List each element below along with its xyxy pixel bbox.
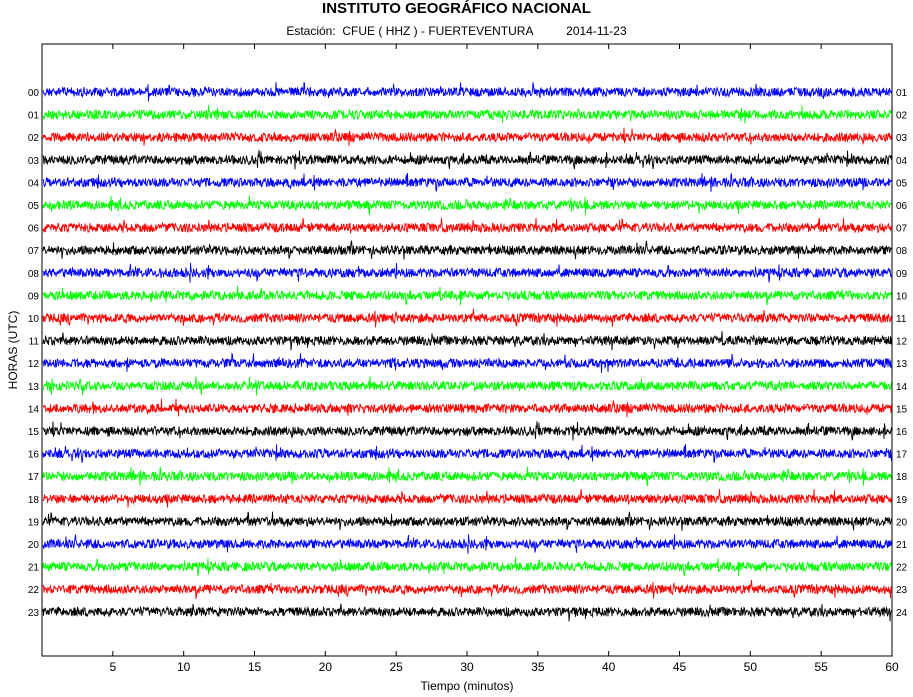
x-axis-label: Tiempo (minutos) — [421, 679, 514, 693]
hour-label-right: 03 — [896, 133, 908, 144]
x-tick-label: 25 — [389, 660, 403, 674]
hour-label-left: 18 — [28, 495, 40, 506]
hour-label-left: 04 — [28, 178, 40, 189]
hour-label-left: 10 — [28, 314, 40, 325]
trace-hour-16 — [42, 444, 892, 463]
x-tick-label: 35 — [531, 660, 545, 674]
hour-label-left: 22 — [28, 585, 40, 596]
hour-label-right: 14 — [896, 382, 908, 393]
hour-label-right: 22 — [896, 563, 908, 574]
trace-hour-00 — [42, 82, 892, 102]
hour-label-right: 07 — [896, 224, 908, 235]
trace-hour-23 — [42, 603, 892, 622]
hour-label-right: 08 — [896, 246, 908, 257]
trace-hour-20 — [42, 534, 892, 554]
trace-hour-19 — [42, 511, 892, 531]
trace-hour-10 — [42, 308, 892, 328]
trace-hour-15 — [42, 421, 892, 441]
station-name: CFUE ( HHZ ) - FUERTEVENTURA — [342, 24, 533, 38]
hour-label-left: 08 — [28, 269, 40, 280]
hour-label-right: 21 — [896, 540, 908, 551]
trace-hour-05 — [42, 195, 892, 215]
hour-label-right: 12 — [896, 337, 908, 348]
x-tick-label: 10 — [177, 660, 191, 674]
record-date: 2014-11-23 — [566, 24, 627, 38]
hour-label-right: 13 — [896, 359, 908, 370]
hour-label-left: 16 — [28, 450, 40, 461]
hour-label-right: 24 — [896, 608, 908, 619]
trace-hour-02 — [42, 127, 892, 146]
trace-hour-17 — [42, 466, 892, 487]
trace-hour-08 — [42, 262, 892, 283]
hour-label-left: 14 — [28, 404, 40, 415]
trace-hour-09 — [42, 286, 892, 306]
hour-label-left: 07 — [28, 246, 40, 257]
hour-label-right: 02 — [896, 111, 908, 122]
hour-label-left: 17 — [28, 472, 40, 483]
hour-label-right: 01 — [896, 88, 908, 99]
hour-label-right: 16 — [896, 427, 908, 438]
trace-hour-03 — [42, 150, 892, 170]
trace-hour-06 — [42, 217, 892, 234]
x-tick-label: 15 — [248, 660, 262, 674]
x-tick-label: 30 — [460, 660, 474, 674]
hour-label-right: 17 — [896, 450, 908, 461]
hour-label-left: 00 — [28, 88, 40, 99]
hour-label-right: 04 — [896, 156, 908, 167]
trace-hour-07 — [42, 240, 892, 260]
trace-hour-12 — [42, 352, 892, 374]
trace-hour-14 — [43, 398, 892, 418]
traces-group — [42, 82, 892, 622]
x-tick-label: 40 — [602, 660, 616, 674]
hour-label-right: 05 — [896, 178, 908, 189]
trace-hour-21 — [42, 557, 892, 577]
chart-title: INSTITUTO GEOGRÁFICO NACIONAL — [322, 0, 591, 17]
trace-hour-11 — [42, 331, 892, 351]
trace-hour-01 — [42, 105, 892, 124]
hour-label-left: 21 — [28, 563, 40, 574]
station-label: Estación: — [286, 24, 336, 38]
trace-hour-18 — [42, 489, 892, 508]
trace-hour-13 — [42, 376, 892, 396]
x-tick-label: 5 — [109, 660, 116, 674]
hour-label-left: 05 — [28, 201, 40, 212]
hour-label-left: 19 — [28, 517, 40, 528]
x-tick-label: 55 — [814, 660, 828, 674]
hour-label-left: 01 — [28, 111, 40, 122]
hour-label-left: 11 — [29, 337, 40, 348]
x-tick-label: 45 — [673, 660, 687, 674]
hour-label-right: 18 — [896, 472, 908, 483]
x-tick-label: 60 — [885, 660, 899, 674]
hour-label-left: 15 — [28, 427, 40, 438]
hour-label-left: 12 — [28, 359, 40, 370]
hour-label-right: 10 — [896, 291, 908, 302]
hour-label-left: 06 — [28, 224, 40, 235]
hour-label-right: 23 — [896, 585, 908, 596]
plot-frame — [41, 43, 893, 657]
x-ticks-group: 5 10 15 20 25 30 35 40 45 50 55 60 — [109, 44, 899, 674]
hour-label-right: 09 — [896, 269, 908, 280]
hour-label-left: 23 — [28, 608, 40, 619]
hour-label-left: 20 — [28, 540, 40, 551]
hour-label-left: 13 — [28, 382, 40, 393]
hour-label-right: 19 — [896, 495, 908, 506]
hour-label-right: 11 — [896, 314, 907, 325]
trace-hour-04 — [42, 172, 892, 192]
chart-subtitle: Estación: CFUE ( HHZ ) - FUERTEVENTURA 2… — [0, 24, 913, 38]
trace-hour-22 — [42, 579, 892, 599]
x-tick-label: 20 — [319, 660, 333, 674]
hour-label-left: 02 — [28, 133, 40, 144]
y-axis-label: HORAS (UTC) — [6, 311, 20, 390]
hour-label-right: 15 — [896, 404, 908, 415]
hour-label-right: 06 — [896, 201, 908, 212]
hour-label-left: 09 — [28, 291, 40, 302]
x-tick-label: 50 — [744, 660, 758, 674]
hour-labels-group: 00 01 01 02 02 03 03 04 04 05 05 06 06 07 07 08 08 09 09 10… — [28, 88, 908, 619]
hour-label-left: 03 — [28, 156, 40, 167]
hour-label-right: 20 — [896, 517, 908, 528]
